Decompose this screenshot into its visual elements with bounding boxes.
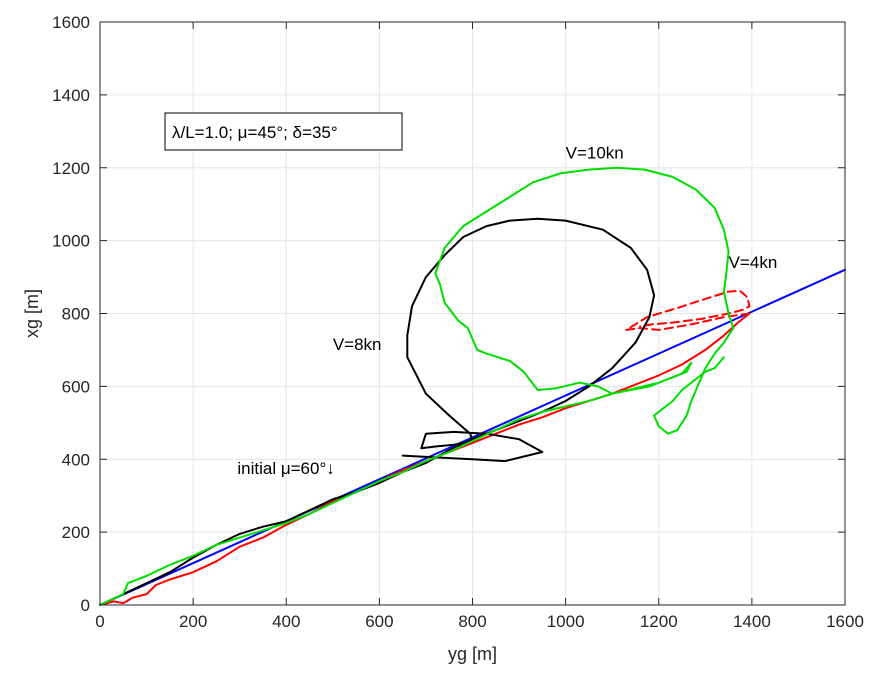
- x-tick-label: 1600: [826, 612, 864, 631]
- x-axis-label: yg [m]: [448, 644, 497, 664]
- x-tick-label: 1400: [733, 612, 771, 631]
- y-tick-label: 0: [81, 596, 90, 615]
- parameter-box-text: λ/L=1.0; μ=45°; δ=35°: [172, 123, 338, 142]
- y-tick-label: 1600: [52, 13, 90, 32]
- x-tick-label: 400: [272, 612, 300, 631]
- y-tick-label: 600: [62, 377, 90, 396]
- parameter-box: λ/L=1.0; μ=45°; δ=35°: [164, 112, 403, 151]
- y-tick-label: 200: [62, 523, 90, 542]
- series-line-1: [99, 312, 751, 606]
- curve-annotation: initial μ=60°↓: [237, 459, 334, 478]
- y-tick-label: 1000: [52, 232, 90, 251]
- series-line-2: [625, 289, 751, 331]
- y-tick-label: 1400: [52, 86, 90, 105]
- y-tick-label: 800: [62, 305, 90, 324]
- data-series: [99, 166, 846, 606]
- curve-annotations: V=10kn V=4kn V=8kn initial μ=60°↓: [237, 144, 777, 478]
- y-tick-label: 1200: [52, 159, 90, 178]
- x-tick-label: 200: [179, 612, 207, 631]
- curve-annotation: V=4kn: [729, 253, 778, 272]
- y-axis-label: xg [m]: [22, 289, 42, 338]
- x-tick-label: 0: [95, 612, 104, 631]
- x-tick-label: 1000: [547, 612, 585, 631]
- axis-ticks: 0 200 400 600 800 1000 1200 1400 1600 0 200 400 600 8…: [52, 13, 864, 631]
- x-tick-label: 600: [365, 612, 393, 631]
- x-tick-label: 1200: [640, 612, 678, 631]
- x-tick-label: 800: [458, 612, 486, 631]
- series-line-4: [99, 166, 735, 606]
- curve-annotation: V=8kn: [333, 335, 382, 354]
- series-line-3: [99, 217, 656, 606]
- curve-annotation: V=10kn: [566, 144, 624, 163]
- parameter-box-frame: [164, 112, 403, 151]
- y-tick-label: 400: [62, 450, 90, 469]
- series-line-0: [99, 268, 846, 606]
